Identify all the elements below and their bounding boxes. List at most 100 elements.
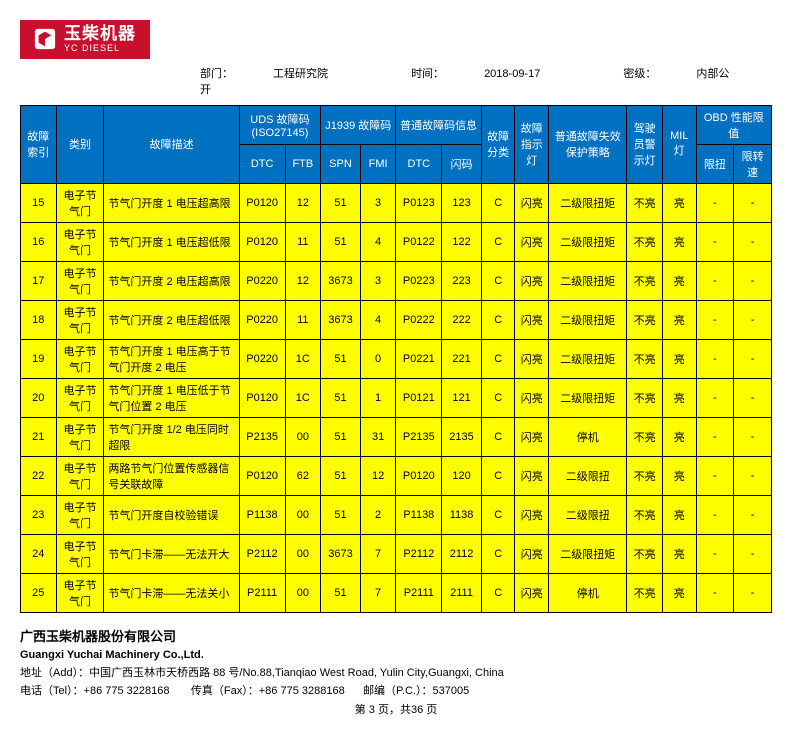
pager: 第 3 页，共36 页 (20, 702, 772, 720)
cell-fmi: 0 (360, 339, 396, 378)
cell-fmi: 3 (360, 183, 396, 222)
cell-ftb: 11 (285, 222, 321, 261)
col-class: 故障分类 (481, 105, 515, 183)
cell-warn: 不亮 (627, 495, 663, 534)
cell-idx: 19 (21, 339, 57, 378)
cell-cat: 电子节气门 (56, 378, 104, 417)
logo-icon (34, 28, 56, 50)
cell-idx: 21 (21, 417, 57, 456)
cell-lamp: 闪亮 (515, 495, 549, 534)
cell-mil: 亮 (662, 300, 696, 339)
cell-str: 二级限扭矩 (549, 339, 627, 378)
cell-dtc: P0120 (239, 222, 285, 261)
table-row: 17电子节气门节气门开度 2 电压超高限P02201236733P0223223… (21, 261, 772, 300)
sub-dtc: DTC (239, 144, 285, 183)
cell-desc: 节气门卡滞——无法关小 (104, 573, 239, 612)
cell-s: - (734, 183, 772, 222)
cell-warn: 不亮 (627, 573, 663, 612)
sub-spn: SPN (321, 144, 361, 183)
cell-dtc: P0220 (239, 300, 285, 339)
cell-desc: 节气门开度 1 电压低于节气门位置 2 电压 (104, 378, 239, 417)
cell-spn: 51 (321, 378, 361, 417)
cell-spn: 3673 (321, 261, 361, 300)
col-warn: 驾驶员警示灯 (627, 105, 663, 183)
cell-mil: 亮 (662, 261, 696, 300)
cell-warn: 不亮 (627, 456, 663, 495)
cell-idx: 16 (21, 222, 57, 261)
cell-lamp: 闪亮 (515, 378, 549, 417)
table-row: 15电子节气门节气门开度 1 电压超高限P012012513P0123123C闪… (21, 183, 772, 222)
cell-flash: 122 (442, 222, 482, 261)
contact-line: 电话（Tel）：+86 775 3228168 传真（Fax）：+86 775 … (20, 683, 772, 701)
cell-fmi: 4 (360, 300, 396, 339)
cell-desc: 节气门开度 1 电压超高限 (104, 183, 239, 222)
cell-cat: 电子节气门 (56, 534, 104, 573)
cell-cat: 电子节气门 (56, 222, 104, 261)
cell-warn: 不亮 (627, 534, 663, 573)
cell-t: - (696, 378, 734, 417)
cell-idx: 23 (21, 495, 57, 534)
cell-ftb: 1C (285, 378, 321, 417)
col-lamp: 故障指示灯 (515, 105, 549, 183)
grp-j1939: J1939 故障码 (321, 105, 396, 144)
cell-ftb: 12 (285, 183, 321, 222)
grp-obd: OBD 性能限值 (696, 105, 771, 144)
cell-lamp: 闪亮 (515, 300, 549, 339)
cell-desc: 节气门开度 1 电压超低限 (104, 222, 239, 261)
cell-idx: 25 (21, 573, 57, 612)
cell-s: - (734, 378, 772, 417)
table-header: 故障索引 类别 故障描述 UDS 故障码 (ISO27145) J1939 故障… (21, 105, 772, 183)
cell-s: - (734, 495, 772, 534)
cell-lamp: 闪亮 (515, 417, 549, 456)
logo-text-cn: 玉柴机器 (64, 25, 136, 44)
table-row: 22电子节气门两路节气门位置传感器信号关联故障P0120625112P01201… (21, 456, 772, 495)
grp-uds: UDS 故障码 (ISO27145) (239, 105, 320, 144)
fault-table: 故障索引 类别 故障描述 UDS 故障码 (ISO27145) J1939 故障… (20, 105, 772, 613)
cell-idx: 15 (21, 183, 57, 222)
cell-dtc2: P0120 (396, 456, 442, 495)
cell-ftb: 12 (285, 261, 321, 300)
col-index: 故障索引 (21, 105, 57, 183)
cell-cls: C (481, 417, 515, 456)
cell-mil: 亮 (662, 456, 696, 495)
cell-spn: 51 (321, 222, 361, 261)
cell-lamp: 闪亮 (515, 573, 549, 612)
cell-flash: 221 (442, 339, 482, 378)
cell-ftb: 00 (285, 417, 321, 456)
cell-t: - (696, 573, 734, 612)
cell-idx: 24 (21, 534, 57, 573)
cell-warn: 不亮 (627, 261, 663, 300)
cell-dtc: P0120 (239, 456, 285, 495)
cell-s: - (734, 300, 772, 339)
cell-mil: 亮 (662, 378, 696, 417)
cell-str: 二级限扭矩 (549, 378, 627, 417)
cell-fmi: 1 (360, 378, 396, 417)
cell-s: - (734, 417, 772, 456)
cell-dtc: P0220 (239, 261, 285, 300)
cell-dtc: P0120 (239, 183, 285, 222)
cell-cat: 电子节气门 (56, 573, 104, 612)
cell-cls: C (481, 261, 515, 300)
cell-dtc2: P2112 (396, 534, 442, 573)
cell-fmi: 4 (360, 222, 396, 261)
cell-warn: 不亮 (627, 300, 663, 339)
table-row: 25电子节气门节气门卡滞——无法关小P211100517P21112111C闪亮… (21, 573, 772, 612)
table-row: 23电子节气门节气门开度自校验错误P113800512P11381138C闪亮二… (21, 495, 772, 534)
cell-dtc2: P0221 (396, 339, 442, 378)
sub-flash: 闪码 (442, 144, 482, 183)
cell-dtc: P0220 (239, 339, 285, 378)
grp-info: 普通故障码信息 (396, 105, 481, 144)
cell-cls: C (481, 573, 515, 612)
cell-ftb: 00 (285, 495, 321, 534)
cell-t: - (696, 417, 734, 456)
cell-idx: 20 (21, 378, 57, 417)
cell-s: - (734, 261, 772, 300)
cell-fmi: 7 (360, 534, 396, 573)
cell-cls: C (481, 339, 515, 378)
cell-cls: C (481, 183, 515, 222)
cell-fmi: 2 (360, 495, 396, 534)
cell-dtc2: P1138 (396, 495, 442, 534)
cell-str: 二级限扭矩 (549, 261, 627, 300)
cell-str: 停机 (549, 417, 627, 456)
sub-fmi: FMI (360, 144, 396, 183)
